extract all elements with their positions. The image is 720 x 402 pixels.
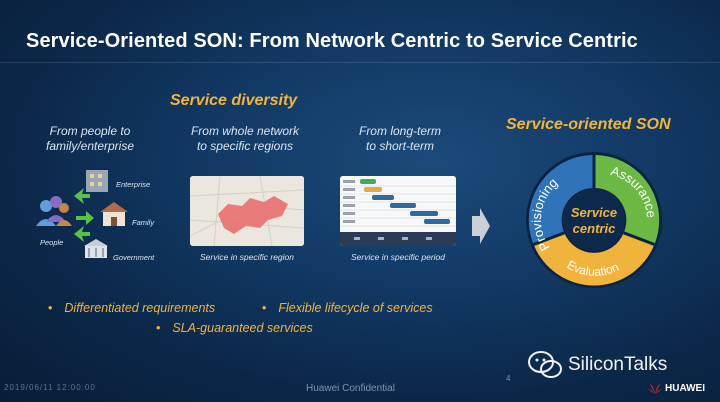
column-heading-line: to specific regions xyxy=(196,139,294,153)
son-donut: Provisioning Assurance Evaluation Servic… xyxy=(526,152,662,288)
bullet-item: • Flexible lifecycle of services xyxy=(262,301,433,315)
title-divider xyxy=(0,62,720,63)
huawei-petal-icon xyxy=(648,384,662,394)
center-label-line2: centric xyxy=(573,221,616,236)
provisioning-segment xyxy=(528,154,594,245)
service-diversity-title: Service diversity xyxy=(170,92,298,109)
assurance-segment xyxy=(594,154,660,245)
column-heading-network: From whole network to specific regions xyxy=(180,124,310,154)
column-heading-line: family/enterprise xyxy=(45,139,135,153)
column-heading-line: to short-term xyxy=(365,139,434,153)
government-label: Government xyxy=(113,253,155,262)
family-house-icon xyxy=(100,202,128,226)
map-graphic xyxy=(190,176,304,246)
column-heading-line: From long-term xyxy=(358,124,441,138)
people-icon xyxy=(36,196,72,226)
bullet-text: SLA-guaranteed services xyxy=(172,321,313,335)
enterprise-building-icon xyxy=(86,170,108,192)
chat-bubbles-icon xyxy=(528,351,562,378)
enterprise-label: Enterprise xyxy=(116,180,151,189)
people-label: People xyxy=(40,238,64,247)
period-caption: Service in specific period xyxy=(350,252,445,262)
page-number: 4 xyxy=(506,374,511,383)
footer-confidential: Huawei Confidential xyxy=(306,383,395,394)
column-heading-term: From long-term to short-term xyxy=(340,124,460,154)
green-arrow-icon xyxy=(74,188,94,242)
region-caption: Service in specific region xyxy=(199,252,294,262)
bullet-text: Differentiated requirements xyxy=(64,301,216,315)
region-map-image xyxy=(190,176,304,246)
evaluation-segment xyxy=(533,232,655,286)
huawei-logo: HUAWEI xyxy=(648,382,705,394)
watermark-text: SiliconTalks xyxy=(568,354,668,375)
bullet-item: • Differentiated requirements xyxy=(48,301,216,315)
watermark: SiliconTalks xyxy=(528,351,667,379)
bullet-text: Flexible lifecycle of services xyxy=(278,301,433,315)
period-timeline-image xyxy=(340,176,456,246)
people-diagram xyxy=(36,170,128,258)
column-heading-people: From people to family/enterprise xyxy=(30,124,150,154)
family-label: Family xyxy=(132,218,155,227)
service-oriented-son-title: Service-oriented SON xyxy=(506,116,671,133)
right-arrow-icon xyxy=(472,208,490,244)
huawei-logo-text: HUAWEI xyxy=(665,382,705,394)
footer-date: 2019/06/11 12:00:00 xyxy=(4,383,96,392)
column-heading-line: From whole network xyxy=(190,124,300,138)
son-cycle-diagram: Provisioning Assurance Evaluation Servic… xyxy=(524,150,664,290)
timeline-graphic xyxy=(340,176,456,246)
slide-title: Service-Oriented SON: From Network Centr… xyxy=(26,30,638,52)
column-heading-line: From people to xyxy=(49,124,131,138)
bullet-item: • SLA-guaranteed services xyxy=(156,321,313,335)
center-label-line1: Service xyxy=(571,205,617,220)
government-building-icon xyxy=(84,239,108,258)
